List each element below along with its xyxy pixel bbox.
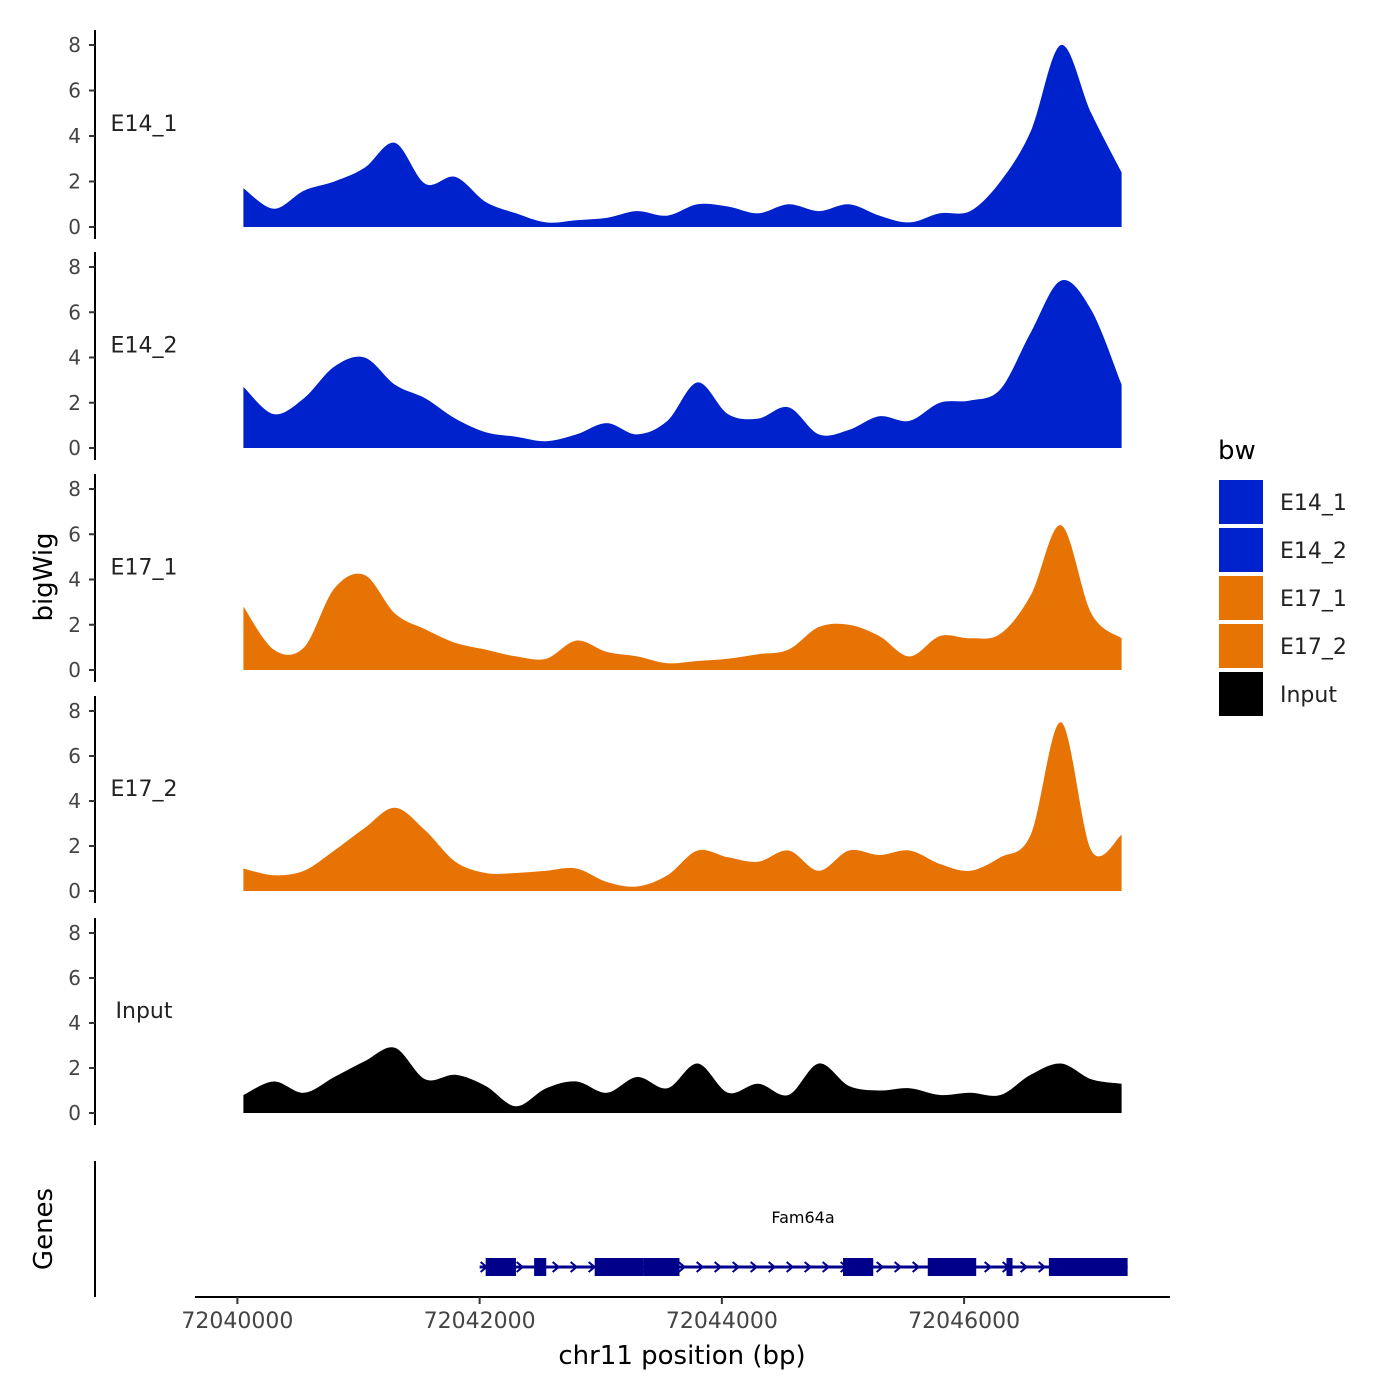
genes-track-label: Genes <box>29 1188 59 1270</box>
legend-swatch <box>1219 672 1263 716</box>
strand-arrow <box>803 1261 813 1273</box>
y-tick-label: 4 <box>68 1011 81 1035</box>
y-tick-label: 2 <box>68 391 81 415</box>
track-area <box>243 44 1122 227</box>
strand-arrow <box>749 1261 759 1273</box>
y-tick-label: 4 <box>68 346 81 370</box>
y-tick-label: 8 <box>68 699 81 723</box>
track-panel-input: 0 2 4 6 8 Input <box>68 918 1122 1125</box>
y-tick-label: 0 <box>68 1101 81 1125</box>
legend-label: E14_1 <box>1280 491 1347 516</box>
gene-exon <box>534 1258 547 1276</box>
strand-arrow <box>551 1261 561 1273</box>
track-area <box>243 525 1122 670</box>
legend-swatch <box>1219 528 1263 572</box>
y-tick-label: 6 <box>68 966 81 990</box>
gene-name-label: Fam64a <box>771 1208 834 1227</box>
strand-arrow <box>875 1261 885 1273</box>
y-tick-label: 0 <box>68 436 81 460</box>
track-panel-e17-1: 0 2 4 6 8 E17_1 <box>68 474 1122 682</box>
track-label: E17_2 <box>111 777 178 802</box>
y-tick-label: 6 <box>68 79 81 103</box>
legend-label: E17_2 <box>1280 635 1347 660</box>
legend-label: Input <box>1280 683 1337 708</box>
y-tick-label: 0 <box>68 658 81 682</box>
strand-arrow <box>785 1261 795 1273</box>
legend-swatch <box>1219 576 1263 620</box>
strand-arrow <box>677 1261 687 1273</box>
track-panel-e17-2: 0 2 4 6 8 E17_2 <box>68 696 1122 903</box>
y-tick-label: 2 <box>68 613 81 637</box>
strand-arrow <box>893 1261 903 1273</box>
gene-exon <box>1006 1258 1013 1276</box>
strand-arrow <box>1019 1261 1029 1273</box>
gene-exon <box>643 1258 680 1276</box>
strand-arrow <box>515 1261 525 1273</box>
track-label: Input <box>116 999 173 1024</box>
track-area <box>243 722 1122 891</box>
legend: bw E14_1 E14_2 E17_1 E17_2 Input <box>1218 436 1347 716</box>
track-area <box>243 1047 1122 1113</box>
x-axis: 72040000 72042000 72044000 72046000 chr11 p… <box>181 1296 1170 1371</box>
gene-model <box>479 1258 1128 1276</box>
gene-exon <box>1048 1258 1128 1276</box>
legend-swatch <box>1219 480 1263 524</box>
track-panel-e14-1: 0 2 4 6 8 E14_1 <box>68 30 1122 239</box>
track-label: E14_2 <box>111 334 178 359</box>
strand-arrow <box>713 1261 723 1273</box>
x-axis-label: chr11 position (bp) <box>558 1341 805 1371</box>
y-tick-label: 6 <box>68 300 81 324</box>
gene-exon <box>927 1258 977 1276</box>
y-tick-label: 2 <box>68 170 81 194</box>
y-axis-label: bigWig <box>29 532 59 621</box>
gene-exon <box>594 1258 644 1276</box>
track-area <box>243 280 1122 448</box>
strand-arrow <box>911 1261 921 1273</box>
y-tick-label: 4 <box>68 789 81 813</box>
x-tick-label: 72046000 <box>908 1309 1020 1334</box>
strand-arrow <box>1037 1261 1047 1273</box>
strand-arrow <box>983 1261 993 1273</box>
track-label: E17_1 <box>111 556 178 581</box>
gene-exon <box>485 1258 516 1276</box>
y-tick-label: 0 <box>68 215 81 239</box>
strand-arrow <box>587 1261 597 1273</box>
tracks-group: 0 2 4 6 8 E14_1 0 2 4 6 8 E14_2 0 2 4 6 8 E17_1 0 2 4 6 8 E17_2… <box>68 30 1122 1125</box>
strand-arrow <box>767 1261 777 1273</box>
strand-arrow <box>731 1261 741 1273</box>
legend-label: E17_1 <box>1280 587 1347 612</box>
y-tick-label: 6 <box>68 744 81 768</box>
x-tick-label: 72040000 <box>181 1309 293 1334</box>
y-tick-label: 6 <box>68 522 81 546</box>
track-panel-e14-2: 0 2 4 6 8 E14_2 <box>68 252 1122 460</box>
x-tick-label: 72042000 <box>424 1309 536 1334</box>
strand-arrow <box>569 1261 579 1273</box>
track-label: E14_1 <box>111 112 178 137</box>
genes-panel: Genes Fam64a <box>29 1161 1128 1297</box>
y-tick-label: 8 <box>68 255 81 279</box>
legend-title: bw <box>1218 436 1256 466</box>
strand-arrow <box>821 1261 831 1273</box>
x-tick-label: 72044000 <box>666 1309 778 1334</box>
gene-exon <box>842 1258 874 1276</box>
y-tick-label: 4 <box>68 124 81 148</box>
strand-arrow <box>695 1261 705 1273</box>
x-ticks: 72040000 72042000 72044000 72046000 <box>181 1297 1020 1334</box>
legend-label: E14_2 <box>1280 539 1347 564</box>
y-tick-label: 4 <box>68 568 81 592</box>
y-tick-label: 8 <box>68 33 81 57</box>
y-tick-label: 8 <box>68 921 81 945</box>
y-tick-label: 2 <box>68 834 81 858</box>
y-tick-label: 2 <box>68 1056 81 1080</box>
legend-swatch <box>1219 624 1263 668</box>
y-tick-label: 8 <box>68 477 81 501</box>
y-tick-label: 0 <box>68 879 81 903</box>
legend-items: E14_1 E14_2 E17_1 E17_2 Input <box>1219 480 1347 716</box>
